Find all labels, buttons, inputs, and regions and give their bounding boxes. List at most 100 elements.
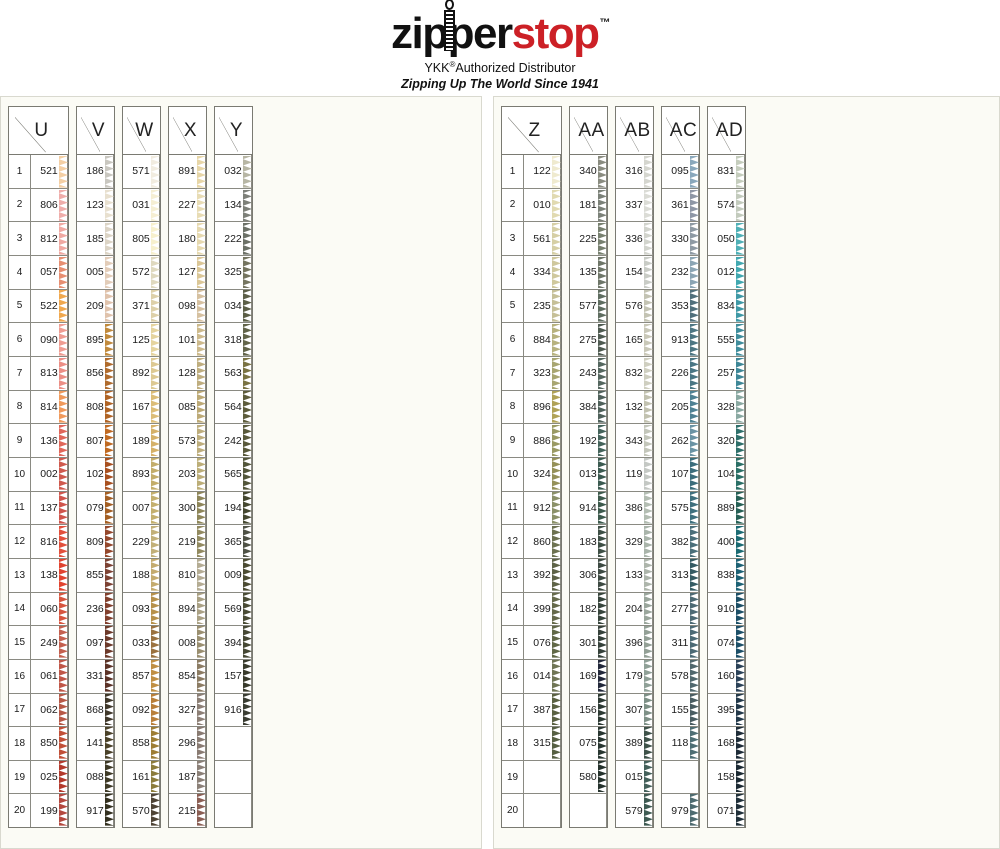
color-code-cell[interactable]	[215, 794, 251, 828]
row-number-cell: 4	[9, 255, 30, 290]
color-column-y: Y 032 134 222 325 034 318 563 564 242 565 194 365 009…	[214, 106, 253, 828]
row-number-cell: 6	[502, 323, 523, 357]
color-column-ab: AB 316 337 336 154 576 165 832 132 343 119 386 329 13…	[615, 106, 654, 828]
diagonal-slash-icon	[14, 107, 46, 154]
logo-ipper-label: ipper	[411, 9, 514, 58]
column-letter-label: Y	[229, 119, 244, 141]
row-number-cell: 5	[9, 289, 30, 324]
color-code-cell[interactable]	[524, 760, 560, 795]
column-body: 831 574 050 012 834 555 257 328 320 104 889 400 838 9…	[708, 155, 745, 828]
row-number-column: 1 2 3 4 5 6 7 8 9 10 11 12 13 14 15 16 17 18 19 20	[502, 155, 524, 828]
diagonal-slash-icon	[126, 107, 146, 154]
color-code-cell[interactable]: 219	[169, 525, 205, 559]
row-number-cell: 10	[9, 457, 30, 492]
column-header-z: Z	[502, 107, 561, 155]
column-header-u: U	[9, 107, 68, 155]
row-number-cell: 17	[9, 693, 30, 728]
trademark-icon: ™	[599, 17, 610, 29]
row-number-cell: 11	[9, 491, 30, 526]
color-column-x: X 891 227 180 127 098 101 128 085 573 203 300 219 810…	[168, 106, 207, 828]
column-letter-label: W	[135, 119, 154, 141]
column-body: 1 2 3 4 5 6 7 8 9 10 11 12 13 14 15 16 17 18 19 20 521 806 812…	[9, 155, 68, 828]
row-number-cell: 3	[9, 222, 30, 256]
column-header-x: X	[169, 107, 206, 155]
row-number-column: 1 2 3 4 5 6 7 8 9 10 11 12 13 14 15 16 17 18 19 20	[9, 155, 31, 828]
color-code-cell[interactable]: 025	[31, 760, 67, 795]
color-column-ac: AC 095 361 330 232 353 913 226 205 262 107 575 382 31…	[661, 106, 700, 828]
zipperstop-logo: z ipper stop ™	[391, 0, 610, 58]
column-letter-label: AB	[624, 119, 651, 141]
row-number-cell: 18	[502, 727, 523, 761]
brand-header: z ipper stop ™ YKK®Authorized Distributo…	[0, 0, 1000, 96]
column-header-w: W	[123, 107, 160, 155]
row-number-cell: 3	[502, 222, 523, 256]
color-column-ad: AD 831 574 050 012 834 555 257 328 320 104 889 400 83…	[707, 106, 746, 828]
logo-text-ipper: ipper	[411, 0, 514, 58]
row-number-cell: 10	[502, 457, 523, 492]
column-header-ab: AB	[616, 107, 653, 155]
color-code-cell[interactable]: 128	[169, 356, 205, 391]
row-number-cell: 13	[502, 558, 523, 593]
row-number-cell: 12	[502, 525, 523, 559]
column-letter-label: U	[34, 119, 49, 141]
row-number-cell: 17	[502, 693, 523, 728]
color-code-cell[interactable]: 125	[123, 323, 159, 357]
row-number-cell: 8	[502, 390, 523, 425]
row-number-cell: 13	[9, 558, 30, 593]
logo-text-stop: stop	[511, 9, 600, 58]
row-number-cell: 11	[502, 491, 523, 526]
color-column-v: V 186 123 185 005 209 895 856 808 807 102 079 809 855…	[76, 106, 115, 828]
row-number-cell: 20	[9, 794, 30, 828]
row-number-cell: 9	[9, 424, 30, 458]
registered-mark-icon: ®	[449, 60, 456, 69]
tagline-distributor: Authorized Distributor	[455, 61, 576, 76]
row-number-cell: 2	[502, 188, 523, 223]
diagonal-slash-icon	[80, 107, 100, 154]
column-header-v: V	[77, 107, 114, 155]
column-header-aa: AA	[570, 107, 607, 155]
row-number-cell: 5	[502, 289, 523, 324]
diagonal-slash-icon	[573, 107, 593, 154]
column-header-y: Y	[215, 107, 252, 155]
diagonal-slash-icon	[711, 107, 731, 154]
color-code-cell[interactable]	[215, 727, 251, 761]
column-letter-label: AC	[669, 119, 698, 141]
row-number-cell: 9	[502, 424, 523, 458]
color-code-cell[interactable]	[570, 794, 606, 828]
diagonal-slash-icon	[507, 107, 539, 154]
diagonal-slash-icon	[665, 107, 685, 154]
column-body: 891 227 180 127 098 101 128 085 573 203 300 219 810 8…	[169, 155, 206, 828]
diagonal-slash-icon	[218, 107, 238, 154]
column-letter-label: Z	[528, 119, 541, 141]
row-number-cell: 4	[502, 255, 523, 290]
logo-letter-z: z	[391, 9, 413, 58]
tagline-ykk: YKK	[424, 61, 450, 76]
diagonal-slash-icon	[172, 107, 192, 154]
column-letter-label: X	[183, 119, 198, 141]
row-number-cell: 2	[9, 188, 30, 223]
row-number-cell: 1	[502, 155, 523, 189]
zipper-pull-icon	[443, 0, 456, 51]
column-body: 316 337 336 154 576 165 832 132 343 119 386 329 133 2…	[616, 155, 653, 828]
row-number-cell: 7	[9, 356, 30, 391]
color-column-u: U 1 2 3 4 5 6 7 8 9 10 11 12 13 14 15 16 17 18 19 20 521 806 81…	[8, 106, 69, 828]
column-body: 032 134 222 325 034 318 563 564 242 565 194 365 009 5…	[215, 155, 252, 828]
color-column-z: Z 1 2 3 4 5 6 7 8 9 10 11 12 13 14 15 16 17 18 19 20 122 010 56…	[501, 106, 562, 828]
column-body: 095 361 330 232 353 913 226 205 262 107 575 382 313 2…	[662, 155, 699, 828]
column-body: 571 031 805 572 371 125 892 167 189 893 007 229 188 0…	[123, 155, 160, 828]
column-body: 1 2 3 4 5 6 7 8 9 10 11 12 13 14 15 16 17 18 19 20 122 010 561…	[502, 155, 561, 828]
diagonal-slash-icon	[619, 107, 639, 154]
color-code-cell[interactable]	[662, 760, 698, 795]
color-panel-left: U 1 2 3 4 5 6 7 8 9 10 11 12 13 14 15 16 17 18 19 20 521 806 81…	[0, 96, 482, 849]
row-number-cell: 8	[9, 390, 30, 425]
color-code-cell[interactable]	[215, 760, 251, 795]
color-code-cell[interactable]: 209	[77, 289, 113, 324]
color-code-cell[interactable]	[524, 794, 560, 828]
row-number-cell: 19	[502, 760, 523, 795]
row-number-cell: 14	[502, 592, 523, 627]
row-number-cell: 15	[502, 626, 523, 660]
color-panel-right: Z 1 2 3 4 5 6 7 8 9 10 11 12 13 14 15 16 17 18 19 20 122 010 56…	[493, 96, 1000, 849]
row-number-cell: 6	[9, 323, 30, 357]
column-letter-label: V	[91, 119, 106, 141]
